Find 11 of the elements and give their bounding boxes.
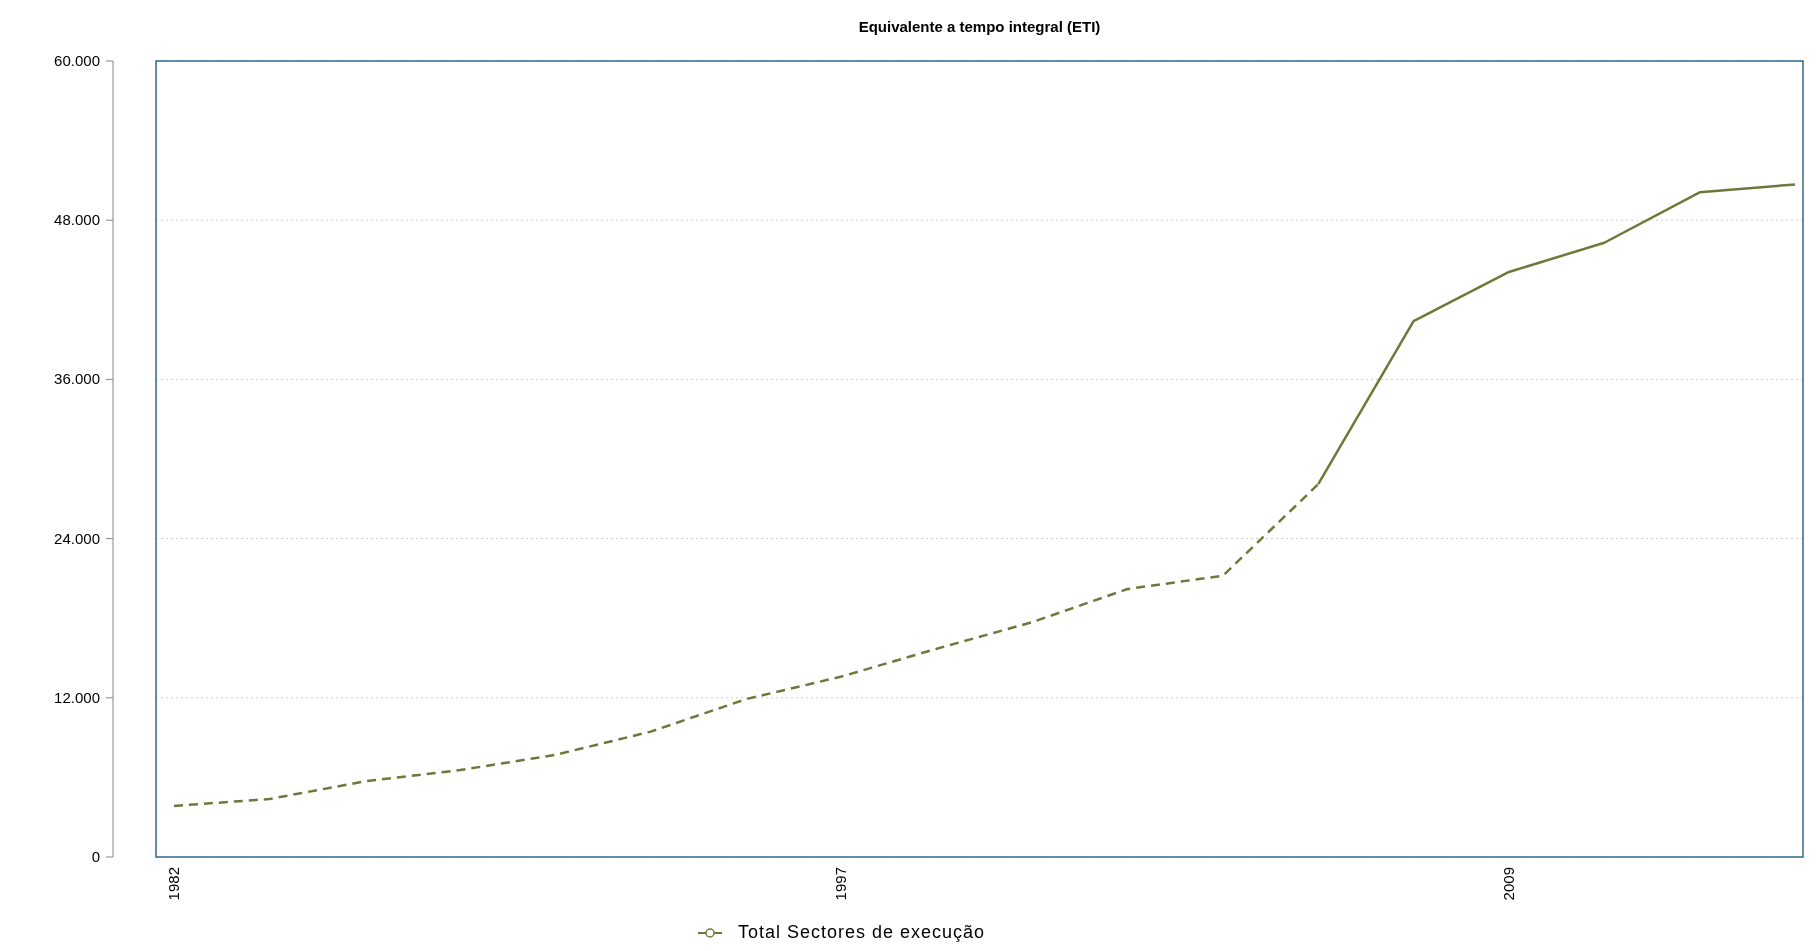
x-tick-label: 1997 — [832, 867, 850, 901]
legend-label: Total Sectores de execução — [738, 922, 986, 942]
y-tick-label: 24.000 — [54, 529, 100, 547]
x-tick-label: 1982 — [165, 867, 182, 901]
y-tick-label: 12.000 — [54, 688, 100, 706]
chart-title: Equivalente a tempo integral (ETI) — [858, 18, 1101, 35]
y-tick-label: 36.000 — [54, 370, 100, 388]
y-tick-label: 48.000 — [54, 211, 100, 229]
y-tick-label: 0 — [91, 848, 100, 865]
x-tick-label: 2009 — [1499, 867, 1517, 901]
y-tick-label: 60.000 — [54, 52, 100, 69]
